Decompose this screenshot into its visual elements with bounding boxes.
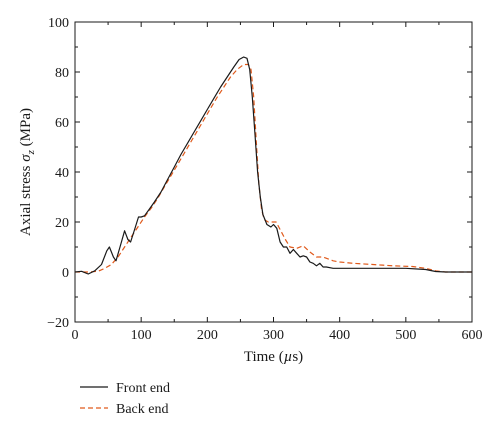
y-tick-label: 20 bbox=[55, 216, 69, 231]
y-tick-label: −20 bbox=[47, 316, 69, 331]
x-tick-label: 0 bbox=[72, 328, 79, 343]
y-tick-label: 40 bbox=[55, 166, 69, 181]
legend-label: Front end bbox=[116, 381, 170, 396]
series-line-front-end bbox=[74, 56, 472, 275]
series-lines bbox=[74, 56, 472, 275]
y-tick-label: 100 bbox=[48, 16, 69, 31]
y-axis-title: Axial stress σz (MPa) bbox=[18, 108, 37, 236]
legend-label: Back end bbox=[116, 402, 168, 417]
ticks bbox=[74, 21, 473, 323]
x-tick-label: 600 bbox=[462, 328, 483, 343]
y-tick-label: 0 bbox=[62, 266, 69, 281]
x-tick-label: 200 bbox=[197, 328, 218, 343]
x-tick-label: 300 bbox=[263, 328, 284, 343]
x-tick-label: 400 bbox=[329, 328, 350, 343]
plot-frame bbox=[74, 21, 473, 323]
series-line-back-end bbox=[75, 63, 472, 273]
x-tick-label: 100 bbox=[131, 328, 152, 343]
legend: Front end Back end bbox=[80, 381, 170, 417]
y-tick-label: 60 bbox=[55, 116, 69, 131]
x-axis-title: Time (µs) bbox=[244, 349, 303, 365]
x-tick-label: 500 bbox=[395, 328, 416, 343]
y-tick-label: 80 bbox=[55, 66, 69, 81]
